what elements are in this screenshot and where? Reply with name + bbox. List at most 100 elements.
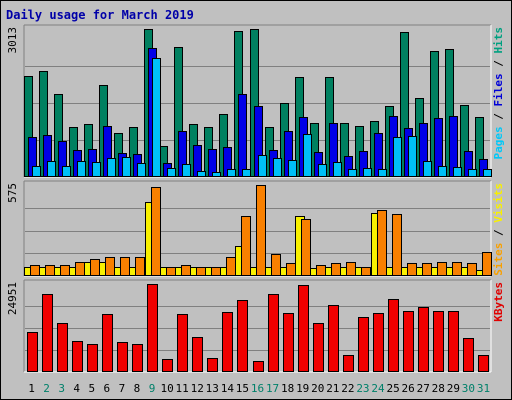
y-max-label: 575	[6, 183, 19, 203]
bar-pages-day-26	[408, 136, 417, 177]
bar-pages-day-28	[438, 166, 447, 177]
x-tick-label: 20	[311, 382, 324, 395]
bar-sites-day-31	[482, 252, 492, 276]
bar-sites-day-27	[422, 263, 432, 276]
bar-kbytes-day-13	[207, 358, 218, 372]
bar-kbytes-day-1	[27, 332, 38, 372]
bar-pages-day-30	[468, 169, 477, 177]
legend-entry-2: Files	[492, 73, 505, 106]
bar-sites-day-22	[346, 262, 356, 276]
x-tick-label: 16	[251, 382, 264, 395]
bar-kbytes-day-21	[328, 305, 339, 372]
legend-entry-1: /	[492, 223, 505, 243]
x-tick-label: 7	[119, 382, 126, 395]
bar-pages-day-18	[288, 160, 297, 177]
bar-sites-day-24	[377, 210, 387, 276]
bar-kbytes-day-19	[298, 285, 309, 372]
bar-sites-day-29	[452, 262, 462, 276]
bar-pages-day-22	[348, 169, 357, 177]
x-tick-label: 5	[88, 382, 95, 395]
bar-sites-day-15	[241, 216, 251, 276]
bar-sites-day-9	[151, 187, 161, 276]
bar-kbytes-day-24	[373, 313, 384, 372]
bar-kbytes-day-9	[147, 284, 158, 372]
bar-pages-day-16	[258, 155, 267, 177]
bar-pages-day-15	[242, 169, 251, 177]
bar-pages-day-5	[92, 162, 101, 177]
bar-sites-day-5	[90, 259, 100, 276]
bar-pages-day-11	[182, 164, 191, 177]
x-tick-label: 12	[191, 382, 204, 395]
legend-entry-2: Visits	[492, 183, 505, 223]
bar-pages-day-23	[363, 168, 372, 177]
series-sites	[30, 185, 492, 276]
x-tick-label: 2	[43, 382, 50, 395]
x-tick-label: 28	[432, 382, 445, 395]
bar-kbytes-day-22	[343, 355, 354, 372]
legend-entry-0: KBytes	[492, 282, 505, 322]
bar-kbytes-day-4	[72, 341, 83, 372]
x-tick-label: 23	[356, 382, 369, 395]
bar-kbytes-day-18	[283, 313, 294, 372]
legend-entry-1: /	[492, 107, 505, 127]
bar-kbytes-day-20	[313, 323, 324, 372]
bar-kbytes-day-2	[42, 294, 53, 372]
panel-kbytes: 24951 KBytes	[6, 279, 505, 373]
bar-pages-day-19	[303, 134, 312, 177]
bar-pages-day-24	[378, 169, 387, 177]
x-tick-label: 29	[447, 382, 460, 395]
bar-kbytes-day-12	[192, 337, 203, 372]
bar-kbytes-day-31	[478, 355, 489, 372]
bar-pages-day-14	[227, 169, 236, 177]
bar-sites-day-4	[75, 262, 85, 276]
bar-sites-day-1	[30, 265, 40, 276]
x-axis-labels: 1 2 3 4 5 6 7 8 9 10 11 12 13 14 15 16 17 18 19 20 21 22 23 24 2…	[28, 382, 490, 395]
bar-kbytes-day-11	[177, 314, 188, 372]
bar-sites-day-11	[181, 265, 191, 276]
bar-sites-day-10	[166, 267, 176, 276]
panel-visits-sites: 575 Sites / Visits	[6, 180, 505, 277]
bar-kbytes-day-23	[358, 317, 369, 372]
y-max-label: 24951	[6, 282, 19, 315]
bar-pages-day-20	[318, 164, 327, 177]
bar-files-day-15	[238, 94, 247, 177]
bar-kbytes-day-3	[57, 323, 68, 372]
bar-pages-day-7	[122, 157, 131, 177]
legend-kbytes: KBytes	[492, 282, 505, 322]
bar-sites-day-13	[211, 267, 221, 276]
legend-entry-0: Sites	[492, 243, 505, 276]
bar-sites-day-18	[286, 263, 296, 276]
bar-pages-day-1	[32, 166, 41, 177]
bar-sites-day-19	[301, 219, 311, 276]
x-tick-label: 15	[236, 382, 249, 395]
bar-kbytes-day-8	[132, 344, 143, 372]
x-tick-label: 6	[104, 382, 111, 395]
bar-sites-day-2	[45, 265, 55, 276]
bar-sites-day-23	[361, 267, 371, 276]
bar-kbytes-day-26	[403, 311, 414, 372]
bar-kbytes-day-15	[237, 300, 248, 372]
x-tick-label: 11	[176, 382, 189, 395]
bar-sites-day-3	[60, 265, 70, 276]
x-tick-label: 19	[296, 382, 309, 395]
bar-sites-day-6	[105, 257, 115, 276]
bar-kbytes-day-29	[448, 311, 459, 372]
bar-sites-day-25	[392, 214, 402, 276]
x-tick-label: 31	[477, 382, 490, 395]
legend-hits-files-pages: Pages / Files / Hits	[492, 27, 505, 160]
x-tick-label: 30	[462, 382, 475, 395]
bar-pages-day-9	[152, 58, 161, 177]
x-tick-label: 25	[386, 382, 399, 395]
chart-panels: 3013 Pages / Files / Hits 575 Sites / Visit…	[6, 24, 505, 373]
bar-sites-day-17	[271, 254, 281, 276]
legend-entry-0: Pages	[492, 126, 505, 159]
bar-sites-day-7	[120, 257, 130, 276]
x-tick-label: 8	[134, 382, 141, 395]
panel-hits-files-pages: 3013 Pages / Files / Hits	[6, 24, 505, 178]
x-tick-label: 1	[28, 382, 35, 395]
bar-pages-day-6	[107, 158, 116, 177]
x-tick-label: 9	[149, 382, 156, 395]
x-tick-label: 18	[281, 382, 294, 395]
x-tick-label: 4	[73, 382, 80, 395]
